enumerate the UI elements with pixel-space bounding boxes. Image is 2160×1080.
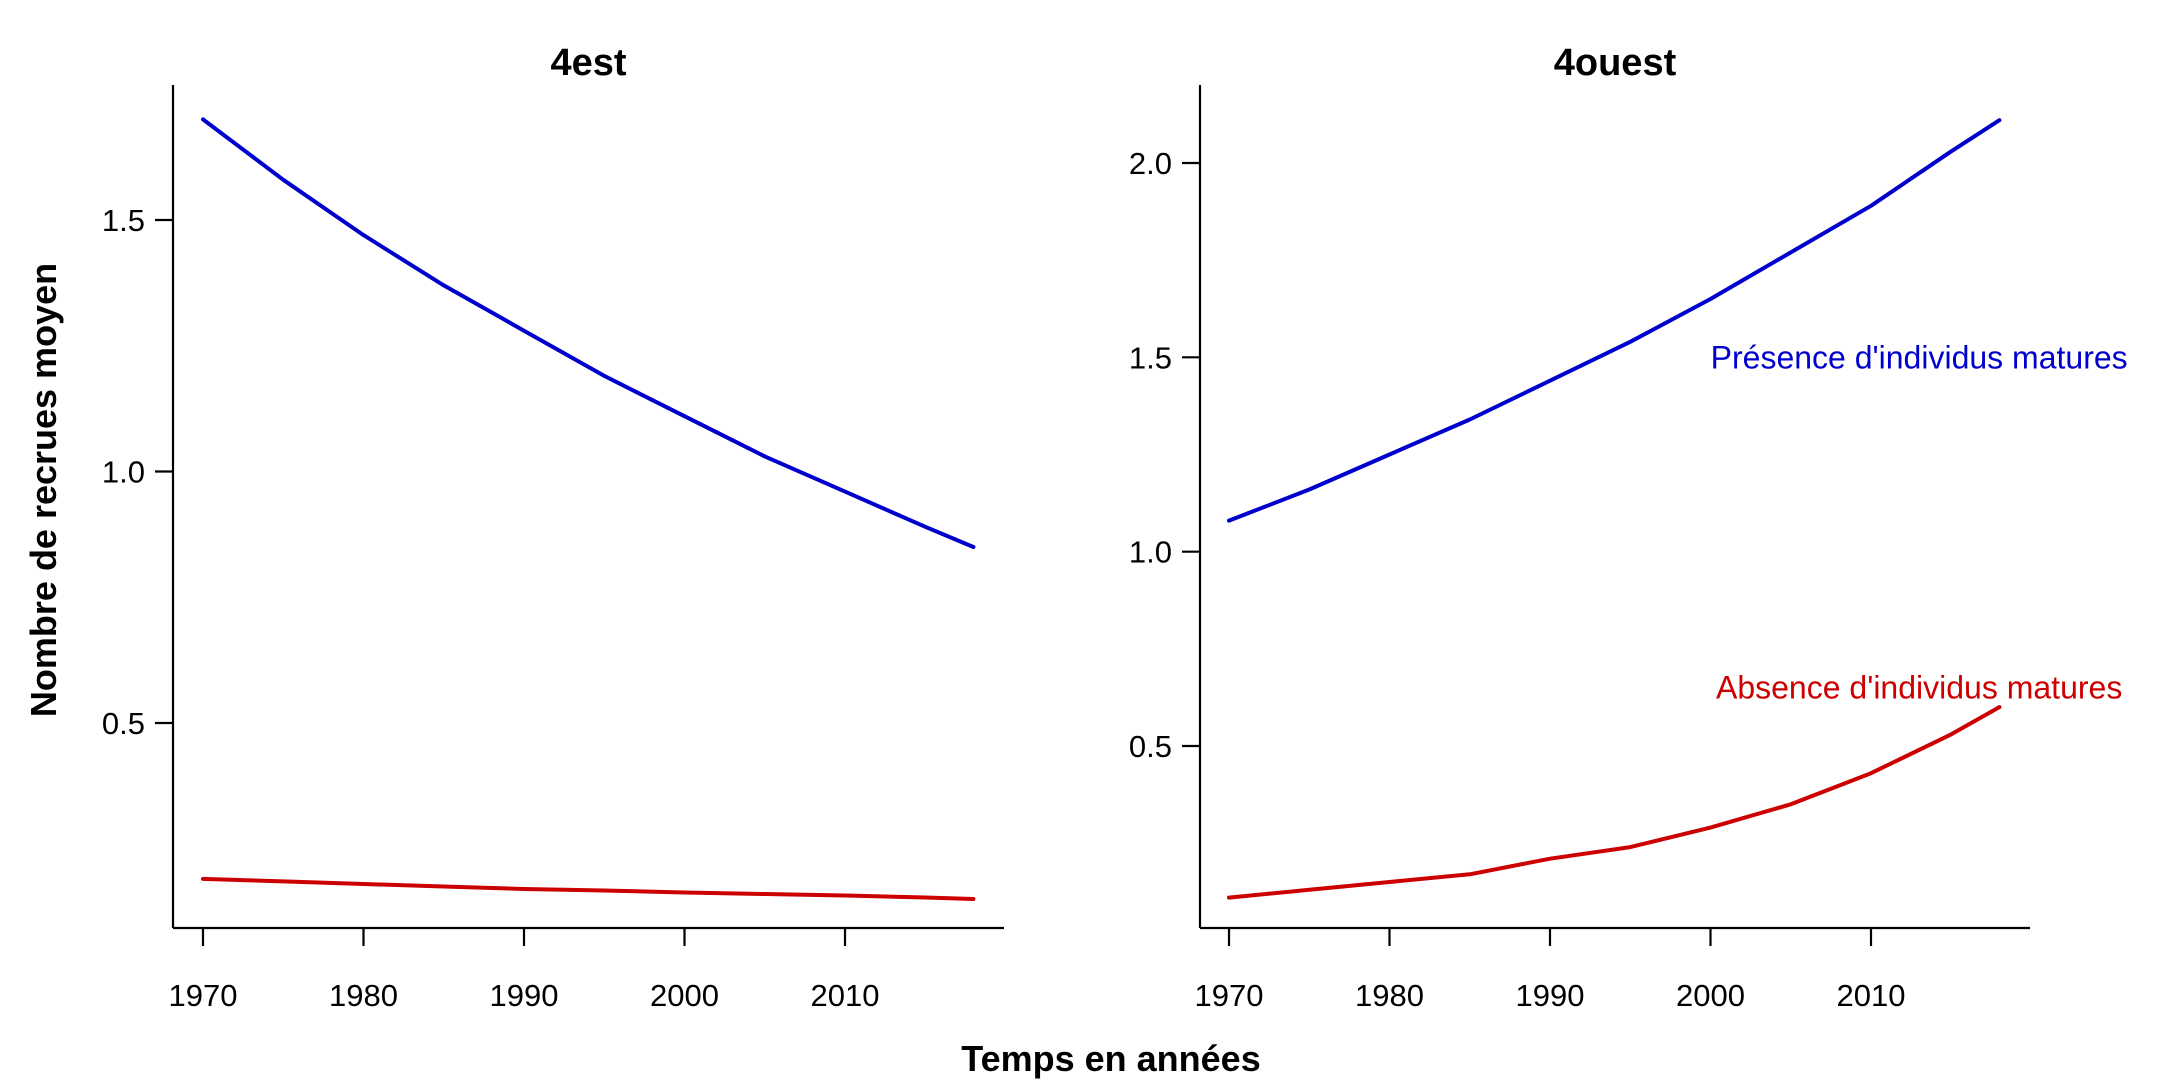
x-tick-label: 1980	[1355, 978, 1424, 1013]
y-tick-label: 1.0	[102, 455, 145, 490]
y-tick-label: 1.5	[1129, 340, 1172, 375]
annotation-absence: Absence d'individus matures	[1716, 670, 2122, 706]
y-tick-label: 2.0	[1129, 146, 1172, 181]
x-tick-label: 2000	[1676, 978, 1745, 1013]
series-line-absence	[1227, 705, 2002, 900]
x-tick-label: 2010	[811, 978, 880, 1013]
annotation-presence: Présence d'individus matures	[1711, 339, 2128, 375]
y-tick-label: 1.5	[102, 203, 145, 238]
x-tick-label: 1970	[169, 978, 238, 1013]
y-tick-label: 0.5	[1129, 729, 1172, 764]
x-axis-label: Temps en années	[961, 1038, 1260, 1079]
x-tick-label: 2010	[1837, 978, 1906, 1013]
x-tick-label: 1970	[1195, 978, 1264, 1013]
panel-4ouest: 4ouest 0.5 1.0 1.5 2.0 1970 1980 1990 2000 2010 Pr…	[1129, 42, 2128, 1013]
x-tick-label: 1990	[490, 978, 559, 1013]
series-line-presence	[201, 117, 976, 549]
panel-title: 4est	[550, 42, 626, 84]
x-tick-label: 2000	[650, 978, 719, 1013]
series-line-absence	[201, 876, 976, 901]
y-tick-label: 1.0	[1129, 535, 1172, 570]
panel-4est: 4est 0.5 1.0 1.5 1970 1980 1990 2000 2010	[102, 42, 1004, 1013]
x-tick-label: 1980	[329, 978, 398, 1013]
x-tick-label: 1990	[1516, 978, 1585, 1013]
y-tick-label: 0.5	[102, 706, 145, 741]
panel-title: 4ouest	[1554, 42, 1677, 84]
series-line-presence	[1227, 118, 2002, 523]
y-axis-label: Nombre de recrues moyen	[23, 263, 64, 717]
